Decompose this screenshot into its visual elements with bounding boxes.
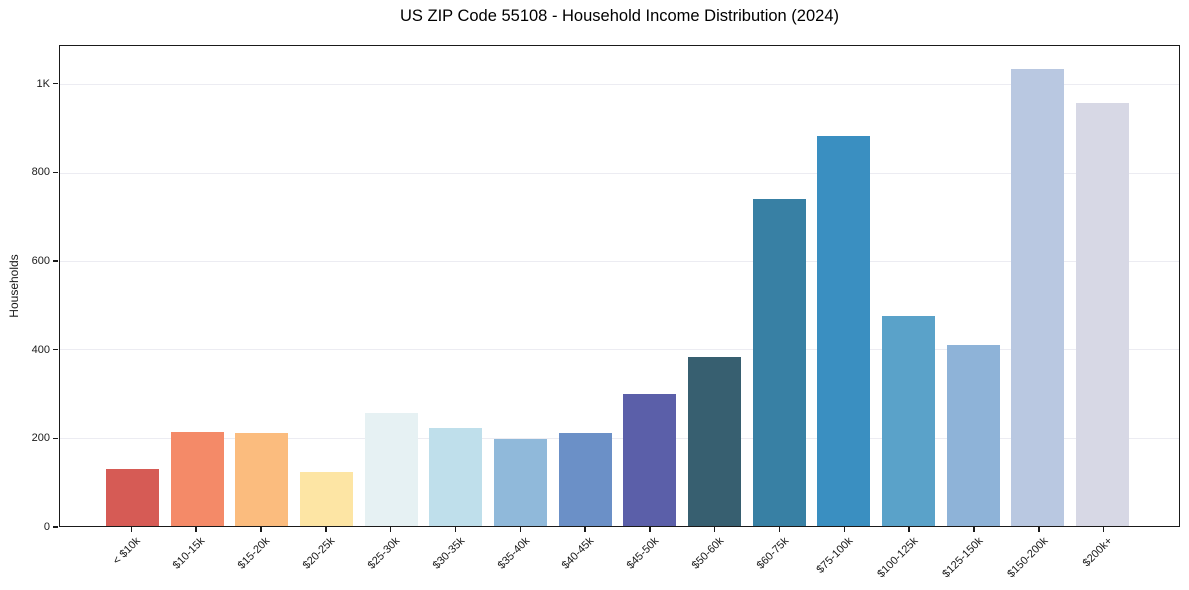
bar-$75-100k <box>817 135 871 526</box>
x-tick-label: $60-75k <box>754 535 792 572</box>
x-tick-mark <box>973 527 975 532</box>
bar-$50-60k <box>688 357 742 526</box>
x-tick-label: $75-100k <box>814 535 856 576</box>
bar-slot <box>294 46 359 526</box>
bar-slot <box>876 46 941 526</box>
bar-slot <box>100 46 165 526</box>
bar-$10-15k <box>170 432 224 526</box>
bar-$150-200k <box>1011 68 1065 526</box>
x-tick-label: $35-40k <box>495 535 532 572</box>
y-tick-label: 800 <box>31 166 50 179</box>
plot-area <box>59 45 1180 527</box>
gridline-400 <box>60 349 1179 351</box>
x-tick-mark <box>713 527 716 532</box>
bar-slot <box>747 46 812 526</box>
bar-slot <box>1070 46 1135 526</box>
gridline-800 <box>60 172 1179 174</box>
x-tick-mark <box>519 527 522 532</box>
x-tick-mark <box>1102 527 1105 532</box>
bar-slot <box>553 46 618 526</box>
gridline-200 <box>60 437 1179 439</box>
x-tick-mark <box>649 527 651 532</box>
y-tick-label: 1K <box>36 77 50 90</box>
x-tick-mark <box>908 527 910 532</box>
x-tick-label: $50-60k <box>689 535 727 572</box>
x-tick-mark <box>1038 527 1040 532</box>
x-tick-mark <box>325 527 327 532</box>
bar-$35-40k <box>493 439 547 526</box>
x-tick-mark <box>843 527 846 532</box>
x-tick-mark <box>130 527 133 532</box>
x-tick-label: $45-50k <box>624 535 662 572</box>
bar-$60-75k <box>752 199 806 526</box>
x-tick-label: < $10k <box>110 535 143 568</box>
y-tick-mark <box>53 82 58 85</box>
y-tick-label: 200 <box>31 432 50 445</box>
bar-slot <box>1006 46 1071 526</box>
bar-$25-30k <box>364 412 418 526</box>
bar-slot <box>423 46 488 526</box>
x-tick-mark <box>389 527 392 532</box>
bar-$15-20k <box>235 433 289 526</box>
y-tick-label: 0 <box>43 521 50 533</box>
x-tick-label: $125-150k <box>940 535 986 581</box>
y-tick-mark <box>53 526 58 528</box>
x-tick-label: $10-15k <box>171 535 208 572</box>
bar-slot <box>941 46 1006 526</box>
bar-$200k+ <box>1076 103 1130 526</box>
x-tick-label: $100-125k <box>875 535 921 581</box>
x-tick-mark <box>778 527 781 532</box>
x-tick-label: $40-45k <box>559 535 597 572</box>
y-tick-label: 600 <box>31 254 50 267</box>
bars-layer <box>60 46 1179 526</box>
bar-$125-150k <box>946 344 1000 526</box>
bar-slot <box>488 46 553 526</box>
gridline-600 <box>60 261 1179 263</box>
x-tick-label: $15-20k <box>235 535 273 572</box>
bar-$40-45k <box>558 433 612 526</box>
bar-slot <box>812 46 877 526</box>
bar-$100-125k <box>882 315 936 526</box>
x-tick-label: $30-35k <box>430 535 467 572</box>
x-tick-mark <box>260 527 262 532</box>
chart-title: US ZIP Code 55108 - Household Income Dis… <box>399 7 839 25</box>
y-tick-mark <box>53 171 58 173</box>
y-tick-mark <box>53 437 58 440</box>
x-tick-label: $25-30k <box>365 535 403 572</box>
x-tick-label: $200k+ <box>1080 535 1116 570</box>
x-tick-mark <box>195 527 197 532</box>
y-tick-mark <box>53 260 58 262</box>
x-tick-mark <box>454 527 457 532</box>
x-tick-label: $20-25k <box>300 535 338 572</box>
bar-slot <box>682 46 747 526</box>
x-tick-mark <box>584 527 586 532</box>
bar-$45-50k <box>623 393 677 526</box>
x-tick-label: $150-200k <box>1005 535 1051 581</box>
gridline-1K <box>60 84 1179 86</box>
bar-slot <box>165 46 230 526</box>
bar-$20-25k <box>299 472 353 526</box>
bar-$30-35k <box>429 427 483 526</box>
y-tick-label: 400 <box>31 343 50 356</box>
bar-slot <box>359 46 424 526</box>
bar-< $10k <box>105 468 159 526</box>
bar-slot <box>229 46 294 526</box>
y-tick-mark <box>53 348 58 351</box>
bar-slot <box>618 46 683 526</box>
